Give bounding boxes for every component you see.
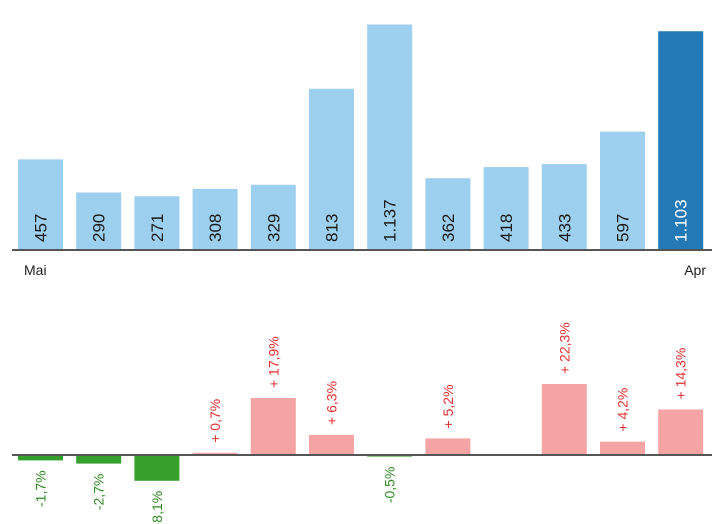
change-bar — [192, 452, 238, 455]
change-bar — [250, 398, 296, 455]
top-bar — [367, 24, 413, 251]
change-label: -8,1% — [149, 491, 165, 524]
top-bar — [250, 184, 296, 250]
top-bar — [541, 164, 587, 250]
change-label: + 0,7% — [207, 399, 223, 443]
change-label: -2,7% — [91, 474, 107, 511]
top-value-label: 418 — [497, 214, 516, 242]
change-label: -0,5% — [382, 467, 398, 504]
top-value-label: 308 — [206, 214, 225, 242]
change-bar — [425, 438, 471, 455]
top-bar — [600, 131, 645, 250]
change-label: + 22,3% — [556, 322, 572, 374]
change-bar — [658, 409, 704, 455]
top-bar — [18, 159, 63, 250]
x-tick-label-first: Mai — [24, 262, 47, 278]
top-bar — [309, 88, 354, 250]
top-bar — [425, 178, 471, 250]
top-value-label: 1.103 — [672, 199, 691, 242]
top-value-label: 1.137 — [381, 199, 400, 242]
top-value-label: 813 — [323, 214, 342, 242]
change-bar — [309, 434, 354, 455]
top-value-label: 290 — [90, 214, 109, 242]
top-value-label: 457 — [32, 214, 51, 242]
top-value-label: 433 — [555, 214, 574, 242]
top-value-label: 271 — [148, 214, 167, 242]
change-label: + 6,3% — [324, 381, 340, 425]
change-bar — [18, 455, 63, 461]
change-bar — [76, 455, 122, 464]
top-value-label: 329 — [264, 214, 283, 242]
top-value-label: 362 — [439, 214, 458, 242]
change-label: + 5,2% — [440, 384, 456, 428]
change-label: + 17,9% — [265, 336, 281, 388]
top-value-label: 597 — [614, 214, 633, 242]
top-bar — [192, 188, 238, 250]
change-label: + 4,2% — [615, 388, 631, 432]
top-bar — [76, 192, 122, 250]
change-label: -1,7% — [33, 470, 49, 507]
top-bar — [134, 196, 180, 250]
change-bar — [134, 455, 180, 481]
x-tick-label-last: Apr — [684, 262, 706, 278]
top-bar — [658, 31, 704, 251]
top-bar — [483, 167, 529, 250]
change-bar — [600, 441, 645, 455]
change-bar — [541, 384, 587, 455]
change-label: + 14,3% — [673, 348, 689, 400]
